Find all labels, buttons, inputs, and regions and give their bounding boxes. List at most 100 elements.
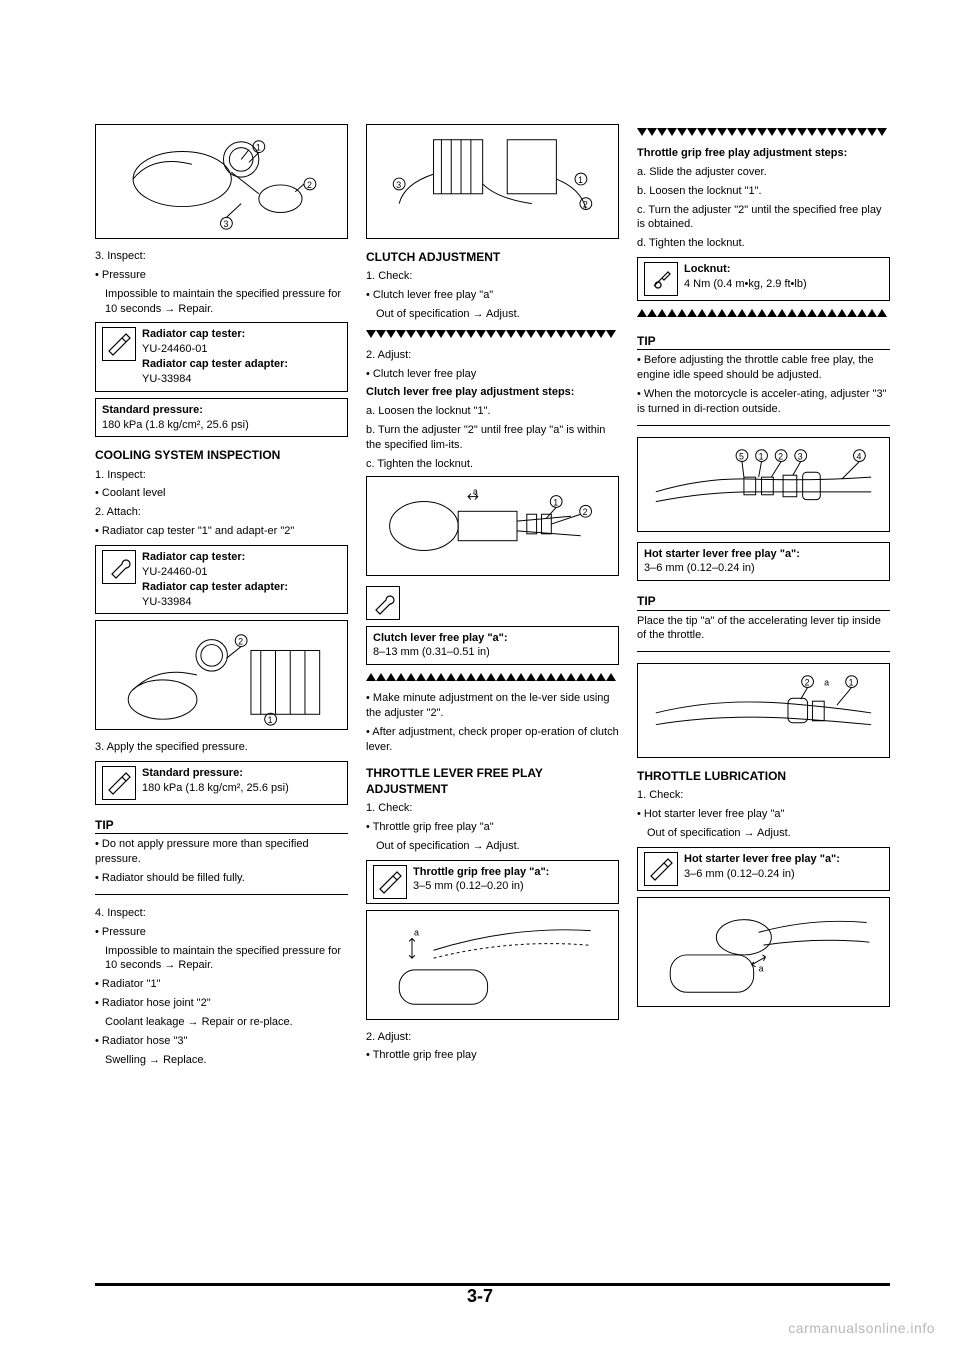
caliper-icon-4 — [644, 852, 678, 886]
step3-detail: Impossible to maintain the specified pre… — [95, 287, 348, 317]
std-pressure-val: 180 kPa (1.8 kg/cm², 25.6 psi) — [102, 418, 341, 433]
c1-item: • Clutch lever free play "a" — [366, 288, 619, 303]
h1: 1. Check: — [637, 788, 890, 803]
std-pressure-label-2: Standard pressure: — [142, 766, 341, 781]
tool-pn-1: YU-24460-01 — [142, 342, 341, 357]
c3-steps-label: Throttle grip free play adjustment steps… — [637, 146, 890, 161]
svg-text:1: 1 — [578, 175, 583, 185]
toolbox-radiator-tester-1: Radiator cap tester: YU-24460-01 Radiato… — [95, 322, 348, 391]
tip-c2: • Make minute adjustment on the le-ver s… — [366, 691, 619, 721]
separator-down-1 — [366, 330, 619, 340]
cs4-item4: • Radiator hose "3" — [95, 1034, 348, 1049]
svg-text:2: 2 — [238, 637, 243, 647]
caliper-icon-3 — [373, 865, 407, 899]
fig-radiator-hoses: 1 2 3 — [366, 124, 619, 239]
column-2: 1 2 3 CLUTCH ADJUSTMENT 1. Check: • Clut… — [366, 120, 619, 1072]
c2-step-c: c. Tighten the locknut. — [366, 457, 619, 472]
fig-throttle-cable-adjuster: 1 2 3 4 5 — [637, 437, 890, 532]
svg-text:3: 3 — [396, 180, 401, 190]
svg-text:a: a — [824, 678, 829, 688]
separator-down-2 — [637, 128, 890, 138]
c1-detail: Out of specification → Adjust. — [366, 307, 619, 322]
tool-name-1: Radiator cap tester: — [142, 327, 341, 342]
clutch-spec-val: 8–13 mm (0.31–0.51 in) — [373, 645, 612, 660]
wrench-icon — [102, 550, 136, 584]
tip-end-1 — [95, 894, 348, 896]
column-3: Throttle grip free play adjustment steps… — [637, 120, 890, 1072]
c2-item: • Clutch lever free play — [366, 367, 619, 382]
c2-step-b: b. Turn the adjuster "2" until free play… — [366, 423, 619, 453]
c2-step-a: a. Loosen the locknut "1". — [366, 404, 619, 419]
svg-text:1: 1 — [759, 451, 764, 461]
hot-starter-spec-box-2: Hot starter lever free play "a": 3–6 mm … — [637, 847, 890, 891]
cs2: 2. Attach: — [95, 505, 348, 520]
cs4-detail: Impossible to maintain the specified pre… — [95, 944, 348, 974]
step3: 3. Inspect: — [95, 249, 348, 264]
cs1-item: • Coolant level — [95, 486, 348, 501]
c3-tip1: • Before adjusting the throttle cable fr… — [637, 353, 890, 383]
cs1: 1. Inspect: — [95, 468, 348, 483]
caliper-icon-2 — [102, 766, 136, 800]
tool-name-1b: Radiator cap tester adapter: — [142, 357, 341, 372]
tool-pn-1b: YU-33984 — [142, 372, 341, 387]
t2: 2. Adjust: — [366, 1030, 619, 1045]
throttle-spec-val: 3–5 mm (0.12–0.20 in) — [413, 879, 612, 894]
t1-item: • Throttle grip free play "a" — [366, 820, 619, 835]
cs4-item2: • Radiator "1" — [95, 977, 348, 992]
std-pressure-box-1: Standard pressure: 180 kPa (1.8 kg/cm², … — [95, 398, 348, 438]
svg-text:2: 2 — [583, 200, 588, 210]
section-hot-starter: THROTTLE LUBRICATION — [637, 768, 890, 784]
hs-label: Hot starter lever free play "a": — [644, 547, 883, 562]
cs4-detail3: Swelling → Replace. — [95, 1053, 348, 1068]
svg-text:5: 5 — [739, 451, 744, 461]
tool-name-2b: Radiator cap tester adapter: — [142, 580, 341, 595]
toolbox-radiator-tester-2: Radiator cap tester: YU-24460-01 Radiato… — [95, 545, 348, 614]
svg-text:1: 1 — [849, 678, 854, 688]
fig-hot-starter-lever: a — [637, 897, 890, 1007]
locknut-val: 4 Nm (0.4 m•kg, 2.9 ft•lb) — [684, 277, 883, 292]
tip1-a: • Do not apply pressure more than specif… — [95, 837, 348, 867]
clutch-spec-box: Clutch lever free play "a": 8–13 mm (0.3… — [366, 626, 619, 666]
watermark: carmanualsonline.info — [788, 1319, 935, 1338]
tip-c2b: • After adjustment, check proper op-erat… — [366, 725, 619, 755]
h1-detail: Out of specification → Adjust. — [637, 826, 890, 841]
separator-up-2 — [637, 309, 890, 319]
svg-text:3: 3 — [798, 451, 803, 461]
tip-label-3b: TIP — [637, 593, 890, 610]
fig-throttle-lever: a — [366, 910, 619, 1020]
c2-steps-label: Clutch lever free play adjustment steps: — [366, 385, 619, 400]
cs4-item3: • Radiator hose joint "2" — [95, 996, 348, 1011]
tip-label-1: TIP — [95, 817, 348, 834]
c3-sd: d. Tighten the locknut. — [637, 236, 890, 251]
hot-spec-val: 3–6 mm (0.12–0.24 in) — [684, 867, 883, 882]
fig-throttle-close: 2 a 1 — [637, 663, 890, 758]
wrench-icon-2 — [366, 586, 400, 620]
fig-radiator-cap-tester: 1 2 3 — [95, 124, 348, 239]
c2: 2. Adjust: — [366, 348, 619, 363]
cs3: 3. Apply the specified pressure. — [95, 740, 348, 755]
svg-text:a: a — [473, 486, 478, 496]
cs4: 4. Inspect: — [95, 906, 348, 921]
c3-sa: a. Slide the adjuster cover. — [637, 165, 890, 180]
c1: 1. Check: — [366, 269, 619, 284]
cs4-detail2: Coolant leakage → Repair or re-place. — [95, 1015, 348, 1030]
tool-pn-2b: YU-33984 — [142, 595, 341, 610]
step3-item: • Pressure — [95, 268, 348, 283]
svg-text:1: 1 — [256, 143, 261, 153]
svg-text:1: 1 — [553, 497, 558, 507]
tool-name-2: Radiator cap tester: — [142, 550, 341, 565]
svg-text:2: 2 — [805, 678, 810, 688]
separator-up-1 — [366, 673, 619, 683]
page-number: 3-7 — [0, 1284, 960, 1308]
c3-sb: b. Loosen the locknut "1". — [637, 184, 890, 199]
c3-tip2-text: Place the tip "a" of the accelerating le… — [637, 614, 890, 644]
tip-end-3 — [637, 425, 890, 427]
svg-text:2: 2 — [583, 507, 588, 517]
throttle-spec-label: Throttle grip free play "a": — [413, 865, 612, 880]
tip-end-3b — [637, 651, 890, 653]
tool-pn-2: YU-24460-01 — [142, 565, 341, 580]
hs-val: 3–6 mm (0.12–0.24 in) — [644, 561, 883, 576]
hot-starter-spec-box: Hot starter lever free play "a": 3–6 mm … — [637, 542, 890, 582]
tip1-b: • Radiator should be filled fully. — [95, 871, 348, 886]
t1-detail: Out of specification → Adjust. — [366, 839, 619, 854]
